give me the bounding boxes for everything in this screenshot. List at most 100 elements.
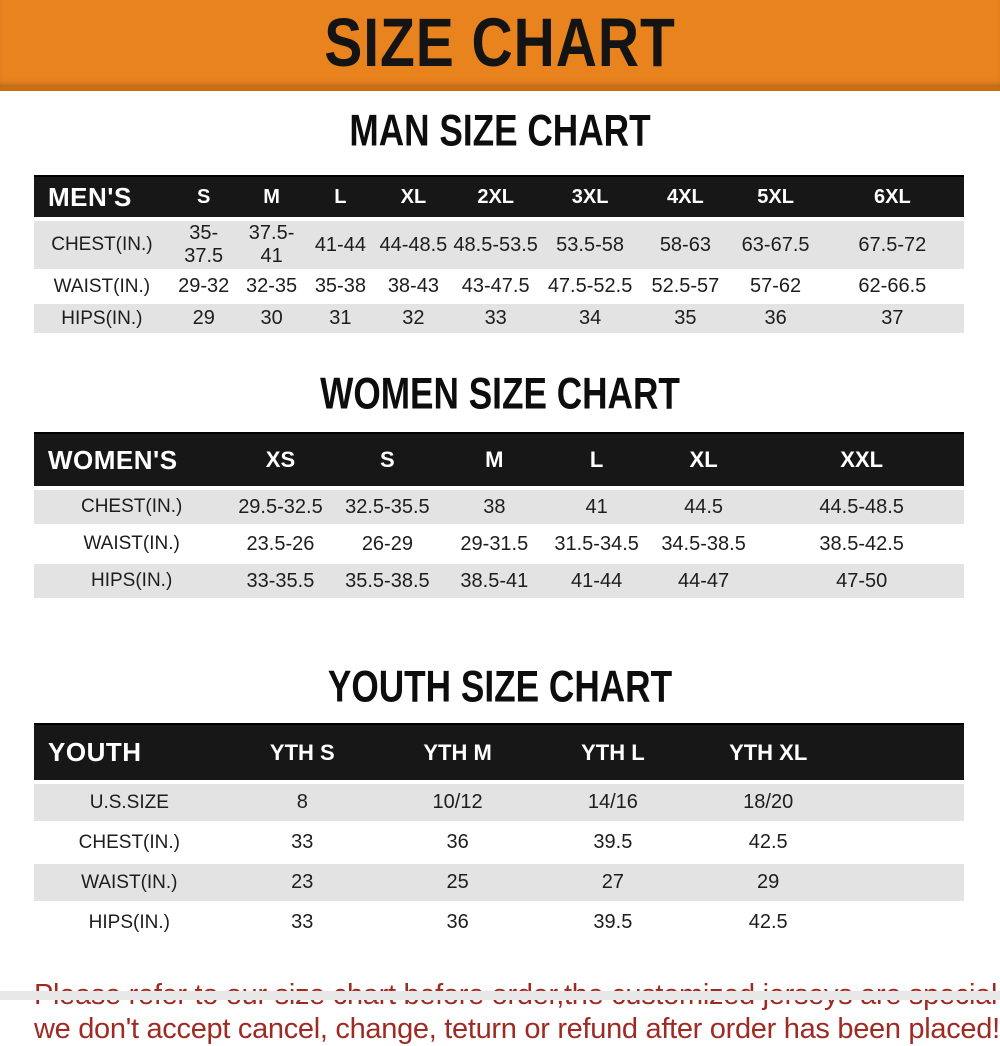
size-cell: 52.5-57 xyxy=(640,272,731,304)
bottom-strip xyxy=(0,991,1000,1000)
size-cell: 44-47 xyxy=(647,564,760,601)
size-column-header: L xyxy=(545,432,648,490)
spacer-cell xyxy=(845,824,964,864)
size-cell: 31.5-34.5 xyxy=(545,527,648,564)
spacer-cell xyxy=(845,904,964,944)
size-cell: 39.5 xyxy=(535,904,691,944)
size-column-header: YTH S xyxy=(224,723,380,784)
men-size-table: MEN'S S M L XL 2XL 3XL 4XL 5XL 6XL CHEST… xyxy=(34,175,964,336)
row-label: CHEST(IN.) xyxy=(34,490,230,527)
size-cell: 31 xyxy=(305,304,376,336)
size-cell: 23 xyxy=(224,864,380,904)
size-column-header: XL xyxy=(375,175,452,221)
row-label: HIPS(IN.) xyxy=(34,904,225,944)
women-waist-row: WAIST(IN.) 23.5-26 26-29 29-31.5 31.5-34… xyxy=(34,527,964,564)
size-column-header: XS xyxy=(229,432,332,490)
spacer-cell xyxy=(845,864,964,904)
disclaimer-line-2: we don't accept cancel, change, teturn o… xyxy=(34,1013,1000,1045)
size-cell: 42.5 xyxy=(690,824,846,864)
youth-header-row: YOUTH YTH S YTH M YTH L YTH XL xyxy=(34,723,964,784)
row-label: WAIST(IN.) xyxy=(34,864,225,904)
men-section-heading: MAN SIZE CHART xyxy=(349,106,651,156)
size-cell: 33 xyxy=(224,824,380,864)
women-section-heading: WOMEN SIZE CHART xyxy=(320,369,680,419)
size-cell: 37.5-41 xyxy=(237,221,306,272)
size-cell: 42.5 xyxy=(690,904,846,944)
size-cell: 36 xyxy=(730,304,821,336)
size-cell: 48.5-53.5 xyxy=(451,221,540,272)
size-cell: 37 xyxy=(820,304,964,336)
size-cell: 10/12 xyxy=(379,784,536,824)
size-column-header: XL xyxy=(647,432,760,490)
size-column-header: YTH L xyxy=(535,723,691,784)
size-cell: 30 xyxy=(237,304,306,336)
size-cell: 23.5-26 xyxy=(229,527,332,564)
size-cell: 29 xyxy=(690,864,846,904)
size-column-header: S xyxy=(169,175,238,221)
size-cell: 14/16 xyxy=(535,784,691,824)
size-cell: 43-47.5 xyxy=(451,272,540,304)
row-label: WAIST(IN.) xyxy=(34,527,230,564)
men-header-label: MEN'S xyxy=(34,175,170,221)
size-cell: 32-35 xyxy=(237,272,306,304)
size-cell: 8 xyxy=(224,784,380,824)
size-column-header: M xyxy=(237,175,306,221)
women-chest-row: CHEST(IN.) 29.5-32.5 32.5-35.5 38 41 44.… xyxy=(34,490,964,527)
row-label: WAIST(IN.) xyxy=(34,272,170,304)
size-cell: 47-50 xyxy=(759,564,964,601)
size-cell: 32 xyxy=(375,304,452,336)
size-cell: 36 xyxy=(379,904,536,944)
women-hips-row: HIPS(IN.) 33-35.5 35.5-38.5 38.5-41 41-4… xyxy=(34,564,964,601)
size-column-header: M xyxy=(443,432,546,490)
size-cell: 35-37.5 xyxy=(169,221,238,272)
disclaimer-note: Please refer to our size chart before or… xyxy=(34,978,1000,1046)
size-cell: 29 xyxy=(169,304,238,336)
size-cell: 34.5-38.5 xyxy=(647,527,760,564)
size-cell: 47.5-52.5 xyxy=(539,272,641,304)
size-cell: 41-44 xyxy=(545,564,648,601)
size-cell: 39.5 xyxy=(535,824,691,864)
size-cell: 35.5-38.5 xyxy=(331,564,444,601)
spacer-cell xyxy=(845,723,964,784)
size-column-header: 5XL xyxy=(730,175,821,221)
size-column-header: 6XL xyxy=(820,175,964,221)
size-cell: 44.5-48.5 xyxy=(759,490,964,527)
size-cell: 58-63 xyxy=(640,221,731,272)
youth-section-heading: YOUTH SIZE CHART xyxy=(327,662,673,712)
size-cell: 38.5-42.5 xyxy=(759,527,964,564)
size-cell: 53.5-58 xyxy=(539,221,641,272)
row-label: U.S.SIZE xyxy=(34,784,225,824)
size-column-header: YTH M xyxy=(379,723,536,784)
size-cell: 41-44 xyxy=(305,221,376,272)
banner: SIZE CHART xyxy=(0,0,1000,91)
size-cell: 44-48.5 xyxy=(375,221,452,272)
size-cell: 25 xyxy=(379,864,536,904)
page-title: SIZE CHART xyxy=(324,5,676,82)
youth-waist-row: WAIST(IN.) 23 25 27 29 xyxy=(34,864,964,904)
size-cell: 57-62 xyxy=(730,272,821,304)
size-cell: 36 xyxy=(379,824,536,864)
size-column-header: 3XL xyxy=(539,175,641,221)
row-label: HIPS(IN.) xyxy=(34,304,170,336)
size-column-header: XXL xyxy=(759,432,964,490)
size-cell: 67.5-72 xyxy=(820,221,964,272)
size-cell: 29-32 xyxy=(169,272,238,304)
size-cell: 18/20 xyxy=(690,784,846,824)
row-label: CHEST(IN.) xyxy=(34,221,170,272)
women-header-row: WOMEN'S XS S M L XL XXL xyxy=(34,432,964,490)
size-cell: 38 xyxy=(443,490,546,527)
size-cell: 62-66.5 xyxy=(820,272,964,304)
size-cell: 33 xyxy=(224,904,380,944)
men-header-row: MEN'S S M L XL 2XL 3XL 4XL 5XL 6XL xyxy=(34,175,964,221)
youth-size-table: YOUTH YTH S YTH M YTH L YTH XL U.S.SIZE … xyxy=(34,723,964,944)
size-cell: 35 xyxy=(640,304,731,336)
men-hips-row: HIPS(IN.) 29 30 31 32 33 34 35 36 37 xyxy=(34,304,964,336)
size-column-header: 2XL xyxy=(451,175,540,221)
size-cell: 29.5-32.5 xyxy=(229,490,332,527)
women-size-table: WOMEN'S XS S M L XL XXL CHEST(IN.) 29.5-… xyxy=(34,432,964,601)
size-cell: 33-35.5 xyxy=(229,564,332,601)
youth-header-label: YOUTH xyxy=(34,723,225,784)
size-cell: 38.5-41 xyxy=(443,564,546,601)
size-column-header: 4XL xyxy=(640,175,731,221)
